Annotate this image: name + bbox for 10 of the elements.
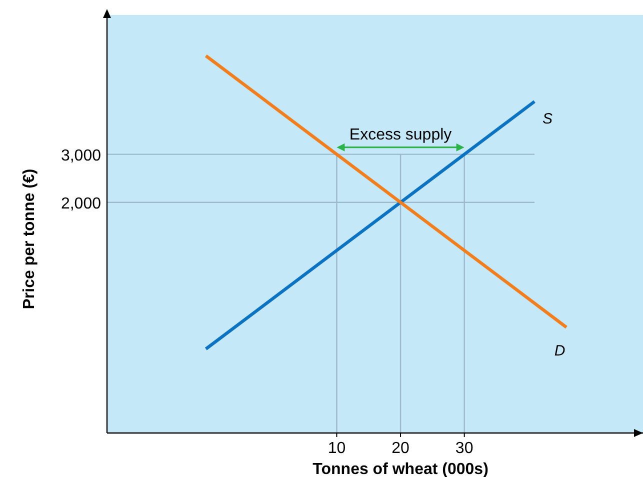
- y-axis-title: Price per tonne (€): [21, 168, 38, 310]
- x-axis-title: Tonnes of wheat (000s): [312, 461, 488, 477]
- x-tick-label: 20: [392, 440, 410, 457]
- y-tick-label: 2,000: [60, 195, 102, 212]
- y-tick-label: 3,000: [60, 147, 102, 164]
- annotation: Excess supply: [349, 126, 452, 144]
- x-tick-label: 10: [328, 440, 346, 457]
- series-label: S: [542, 110, 553, 128]
- x-tick-label: 30: [455, 440, 474, 457]
- series-label: D: [554, 342, 566, 360]
